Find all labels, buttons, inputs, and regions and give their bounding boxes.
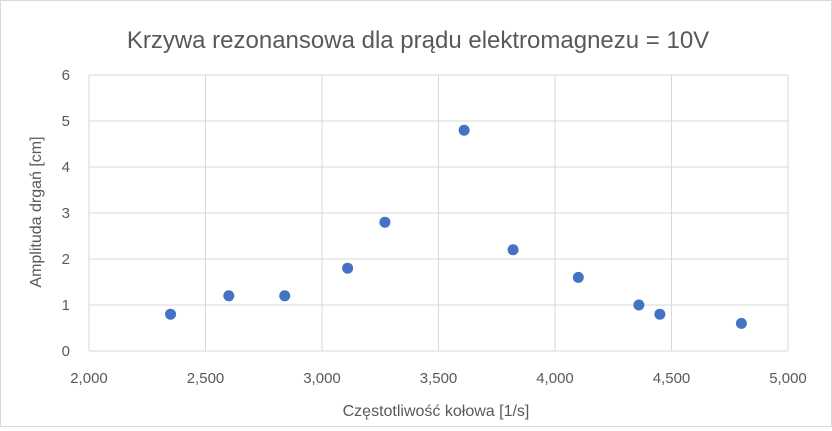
y-tick-label: 3 [62, 205, 70, 222]
y-tick-label: 0 [62, 343, 70, 360]
x-tick-label: 2,000 [70, 370, 108, 387]
data-point [654, 308, 666, 320]
x-tick-label: 3,000 [303, 370, 341, 387]
data-point [633, 299, 645, 311]
x-tick-label: 3,500 [420, 370, 458, 387]
y-axis-label: Amplituda drgań [cm] [28, 136, 45, 287]
y-tick-label: 4 [62, 159, 70, 176]
data-point [379, 216, 391, 228]
data-point [342, 262, 354, 274]
y-tick-label: 6 [62, 67, 70, 84]
data-point [165, 308, 177, 320]
x-tick-label: 4,000 [536, 370, 574, 387]
data-point [279, 290, 291, 302]
x-axis-ticks: 2,000 2,500 3,000 3,500 4,000 4,500 5,000 [70, 370, 807, 387]
data-points [165, 124, 747, 329]
data-point [223, 290, 235, 302]
data-point [572, 271, 584, 283]
x-tick-label: 4,500 [653, 370, 691, 387]
y-tick-label: 2 [62, 251, 70, 268]
y-axis-ticks: 0 1 2 3 4 5 6 [62, 67, 70, 360]
x-tick-label: 5,000 [769, 370, 807, 387]
data-point [507, 244, 519, 256]
data-point [458, 124, 470, 136]
y-tick-label: 1 [62, 297, 70, 314]
gridlines [88, 74, 789, 352]
y-tick-label: 5 [62, 113, 70, 130]
x-axis-label: Częstotliwość kołowa [1/s] [343, 403, 530, 420]
x-tick-label: 2,500 [187, 370, 225, 387]
data-point [735, 317, 747, 329]
chart-title: Krzywa rezonansowa dla prądu elektromagn… [127, 27, 709, 54]
